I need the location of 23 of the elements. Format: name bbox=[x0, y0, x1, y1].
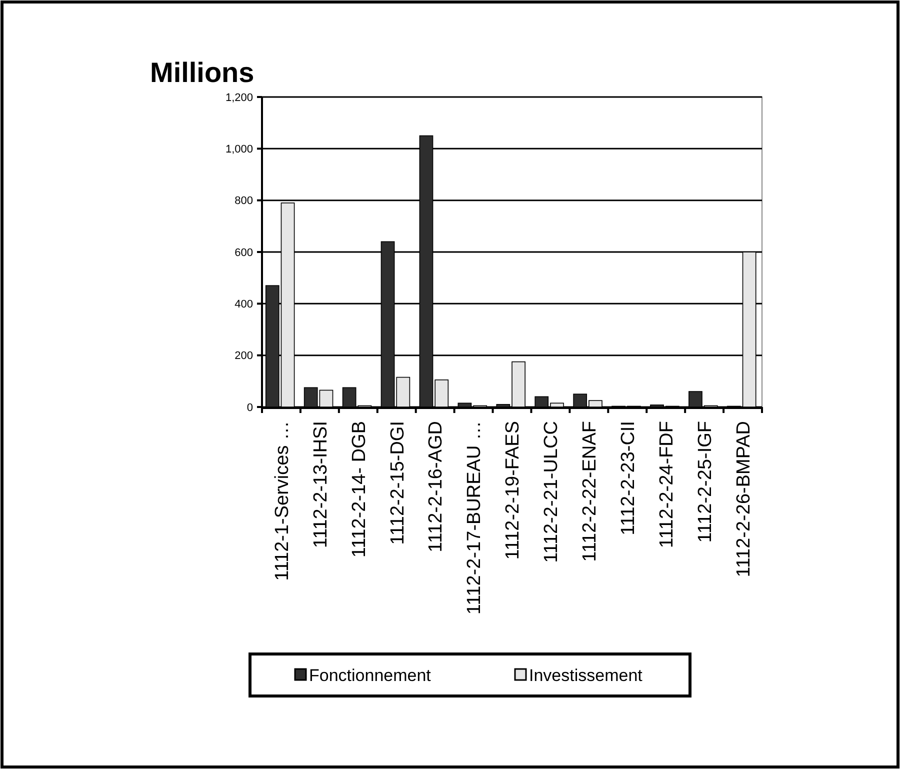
legend-label: Investissement bbox=[529, 666, 643, 685]
chart-title: Millions bbox=[150, 57, 254, 88]
y-tick-label: 1,000 bbox=[225, 144, 253, 156]
x-tick-label: 1112-2-22-ENAF bbox=[580, 421, 601, 562]
x-tick-label: 1112-2-25-IGF bbox=[694, 421, 716, 543]
legend-label: Fonctionnement bbox=[309, 666, 432, 685]
x-tick-label: 1112-2-17-BUREAU … bbox=[464, 421, 486, 615]
x-tick-label: 1112-2-13-IHSI bbox=[310, 421, 332, 548]
y-tick-label: 200 bbox=[234, 350, 253, 362]
x-tick-label: 1112-2-14- DGB bbox=[348, 421, 370, 558]
y-tick-label: 0 bbox=[246, 402, 253, 414]
x-tick-label: 1112-1-Services … bbox=[272, 421, 293, 581]
x-tick-label: 1112-2-15-DGI bbox=[387, 421, 408, 545]
y-tick-label: 600 bbox=[234, 246, 253, 259]
x-tick-label: 1112-2-23-CII bbox=[618, 421, 640, 536]
x-tick-label: 1112-2-21-ULCC bbox=[541, 421, 562, 563]
y-tick-label: 1,200 bbox=[225, 92, 253, 104]
x-tick-label: 1112-2-24-FDF bbox=[656, 421, 678, 548]
x-tick-label: 1112-2-19-FAES bbox=[502, 421, 524, 560]
x-tick-label: 1112-2-16-AGD bbox=[426, 421, 447, 552]
x-tick-label: 1112-2-26-BMPAD bbox=[733, 421, 754, 578]
y-tick-label: 800 bbox=[234, 195, 253, 208]
y-tick-label: 400 bbox=[234, 298, 253, 311]
